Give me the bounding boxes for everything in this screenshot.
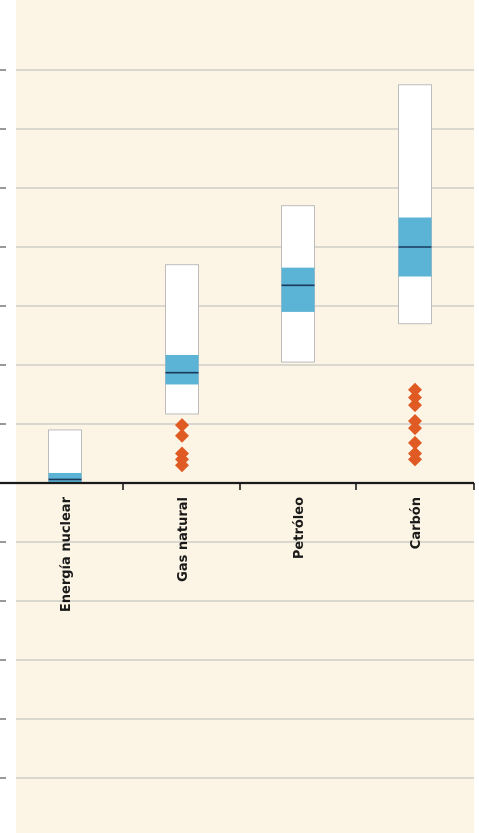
interquartile-box: [165, 354, 199, 385]
outlier-marker: [175, 446, 189, 461]
box-gas-natural: [165, 264, 199, 415]
range-boxes: [48, 84, 432, 484]
outlier-marker: [408, 398, 422, 413]
outlier-marker: [408, 382, 422, 397]
category-label: Energía nuclear: [59, 496, 74, 612]
x-axis: [0, 481, 475, 490]
interquartile-box: [281, 267, 315, 312]
outlier-marker: [175, 428, 189, 443]
outlier-marker: [408, 414, 422, 429]
range-box: [398, 84, 432, 325]
box-carbón: [398, 84, 432, 325]
plot-background: [16, 0, 474, 833]
range-box: [165, 264, 199, 415]
interquartile-box: [48, 472, 82, 483]
outlier-marker: [408, 390, 422, 405]
category-label: Carbón: [409, 497, 424, 549]
category-label: Gas natural: [176, 497, 191, 582]
outlier-marker: [175, 418, 189, 433]
gridlines: [0, 69, 474, 779]
outlier-marker: [408, 421, 422, 436]
box-energía-nuclear: [48, 429, 82, 484]
outlier-markers: [175, 382, 422, 473]
outlier-marker: [408, 435, 422, 450]
category-label: Petróleo: [292, 497, 307, 559]
outlier-marker: [408, 446, 422, 461]
category-labels: Energía nuclear Gas natural Petróleo Carbón: [59, 496, 424, 612]
box-petróleo: [281, 205, 315, 363]
